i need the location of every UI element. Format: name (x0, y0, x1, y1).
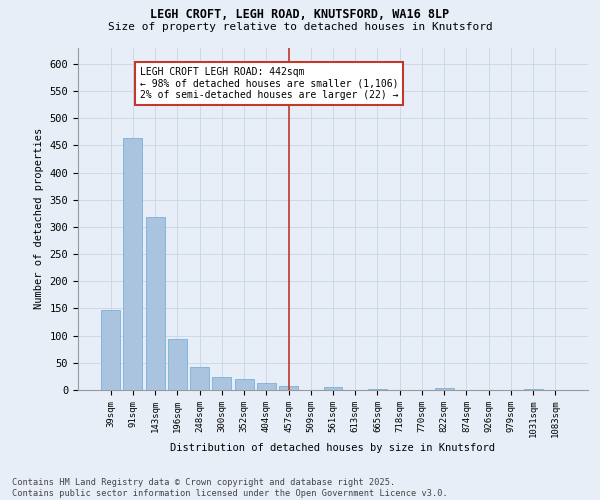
Bar (524, 389, 542, 390)
X-axis label: Distribution of detached houses by size in Knutsford: Distribution of detached houses by size … (170, 443, 496, 453)
Bar (124, 138, 142, 390)
Bar (101, 310, 120, 390)
Text: Size of property relative to detached houses in Knutsford: Size of property relative to detached ho… (107, 22, 493, 32)
Bar (212, 378, 231, 390)
Bar (323, 386, 343, 390)
Text: Contains HM Land Registry data © Crown copyright and database right 2025.
Contai: Contains HM Land Registry data © Crown c… (12, 478, 448, 498)
Bar (190, 367, 209, 390)
Bar (257, 383, 276, 390)
Bar (279, 386, 298, 390)
Text: LEGH CROFT, LEGH ROAD, KNUTSFORD, WA16 8LP: LEGH CROFT, LEGH ROAD, KNUTSFORD, WA16 8… (151, 8, 449, 20)
Y-axis label: Number of detached properties: Number of detached properties (34, 128, 44, 310)
Bar (368, 389, 387, 390)
Text: LEGH CROFT LEGH ROAD: 442sqm
← 98% of detached houses are smaller (1,106)
2% of : LEGH CROFT LEGH ROAD: 442sqm ← 98% of de… (140, 66, 398, 100)
Bar (435, 388, 454, 390)
Bar (146, 216, 164, 390)
Bar (235, 378, 254, 390)
Bar (168, 339, 187, 390)
